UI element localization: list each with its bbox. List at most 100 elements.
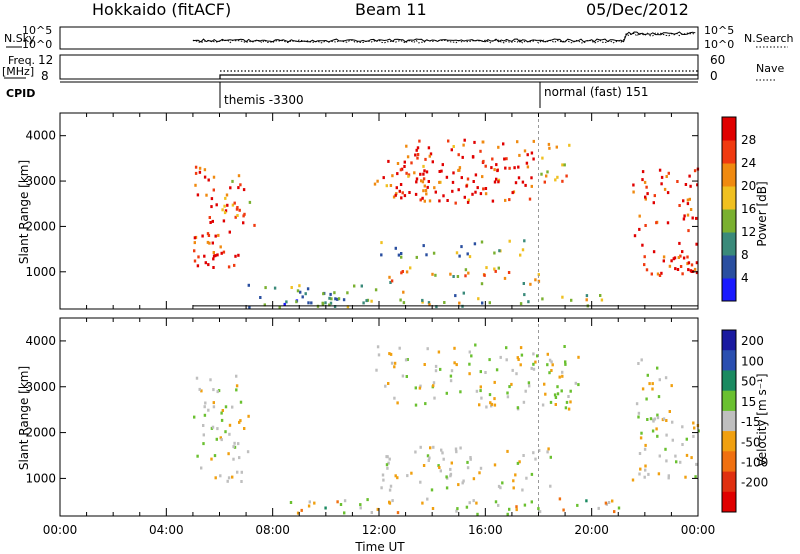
scatter-cell [670,259,673,263]
scatter-cell [655,427,658,431]
scatter-cell [617,506,621,510]
scatter-cell [656,272,660,276]
scatter-cell [528,384,531,388]
scatter-cell [313,501,316,505]
scatter-cell [523,503,527,507]
scatter-cell [638,452,642,455]
scatter-cell [366,498,369,502]
scatter-cell [643,447,647,451]
scatter-cell [556,392,560,396]
scatter-cell [686,198,690,202]
scatter-cell [548,146,551,150]
scatter-cell [437,350,441,354]
scatter-cell [438,170,441,173]
scatter-cell [635,402,639,406]
scatter-cell [193,249,196,253]
scatter-cell [210,197,214,201]
scatter-cell [537,507,540,511]
scatter-cell [645,185,648,189]
scatter-cell [388,500,391,504]
scatter-cell [644,468,647,472]
scatter-cell [211,219,214,223]
scatter-cell [343,511,346,515]
scatter-cell [647,472,650,476]
scatter-cell [468,255,472,259]
scatter-cell [525,476,528,480]
scatter-cell [483,273,486,277]
scatter-cell [389,484,393,488]
scatter-cell [432,381,436,385]
scatter-cell [493,397,496,401]
scatter-cell [426,185,429,189]
scatter-cell [207,263,210,267]
scatter-cell [466,460,469,464]
scatter-cell [247,414,250,418]
scatter-cell [365,299,368,303]
scatter-cell [463,138,466,142]
nsky-tick-bottom: 10^0 [22,38,52,51]
scatter-cell [497,484,501,488]
scatter-cell [462,479,465,483]
scatter-cell [403,194,407,198]
scatter-cell [473,140,476,144]
scatter-cell [671,438,674,442]
scatter-cell [645,268,649,272]
scatter-cell [380,241,383,245]
scatter-cell [224,196,227,200]
scatter-cell [410,161,413,165]
scatter-cell [453,346,456,350]
scatter-cell [458,254,461,258]
nsky-label: N.Sky [4,32,36,45]
power-colorbar-label: Power [dB] [755,181,769,246]
scatter-cell [402,290,405,294]
scatter-cell [564,360,567,364]
scatter-cell [667,171,670,175]
scatter-cell [461,481,464,485]
scatter-cell [422,177,426,181]
scatter-cell [447,139,450,143]
scatter-cell [561,163,564,167]
scatter-cell [203,168,207,172]
scatter-cell [395,186,398,190]
scatter-cell [203,405,206,409]
scatter-cell [665,419,668,422]
scatter-cell [414,386,417,390]
scatter-cell [224,405,228,409]
scatter-cell [676,180,679,183]
scatter-cell [405,144,408,148]
scatter-cell [225,193,229,197]
nsky-panel [59,26,699,50]
scatter-cell [695,261,699,265]
scatter-cell [528,197,532,201]
scatter-cell [203,254,206,258]
scatter-cell [278,305,281,309]
scatter-cell [484,187,488,190]
scatter-cell [236,470,239,474]
scatter-cell [342,298,346,302]
colorbar-tick-label: 4 [741,271,749,285]
scatter-cell [660,175,664,179]
scatter-cell [328,296,331,300]
scatter-cell [206,240,210,244]
scatter-cell [667,474,670,478]
scatter-cell [465,184,468,188]
scatter-cell [597,506,600,510]
scatter-cell [247,283,250,287]
scatter-cell [632,183,635,187]
scatter-cell [202,442,205,446]
scatter-cell [449,374,453,378]
scatter-cell [468,362,471,366]
scatter-cell [688,174,691,178]
colorbar-tick-label: 50 [741,375,756,389]
scatter-cell [679,254,682,258]
scatter-cell [514,181,518,185]
scatter-cell [656,416,660,420]
freq-unit: [MHz] [2,65,34,78]
scatter-cell [321,302,325,306]
scatter-cell [434,273,437,277]
scatter-cell [665,175,668,178]
scatter-cell [543,180,546,184]
scatter-cell [689,269,693,273]
scatter-cell [445,475,448,479]
scatter-cell [373,182,377,186]
